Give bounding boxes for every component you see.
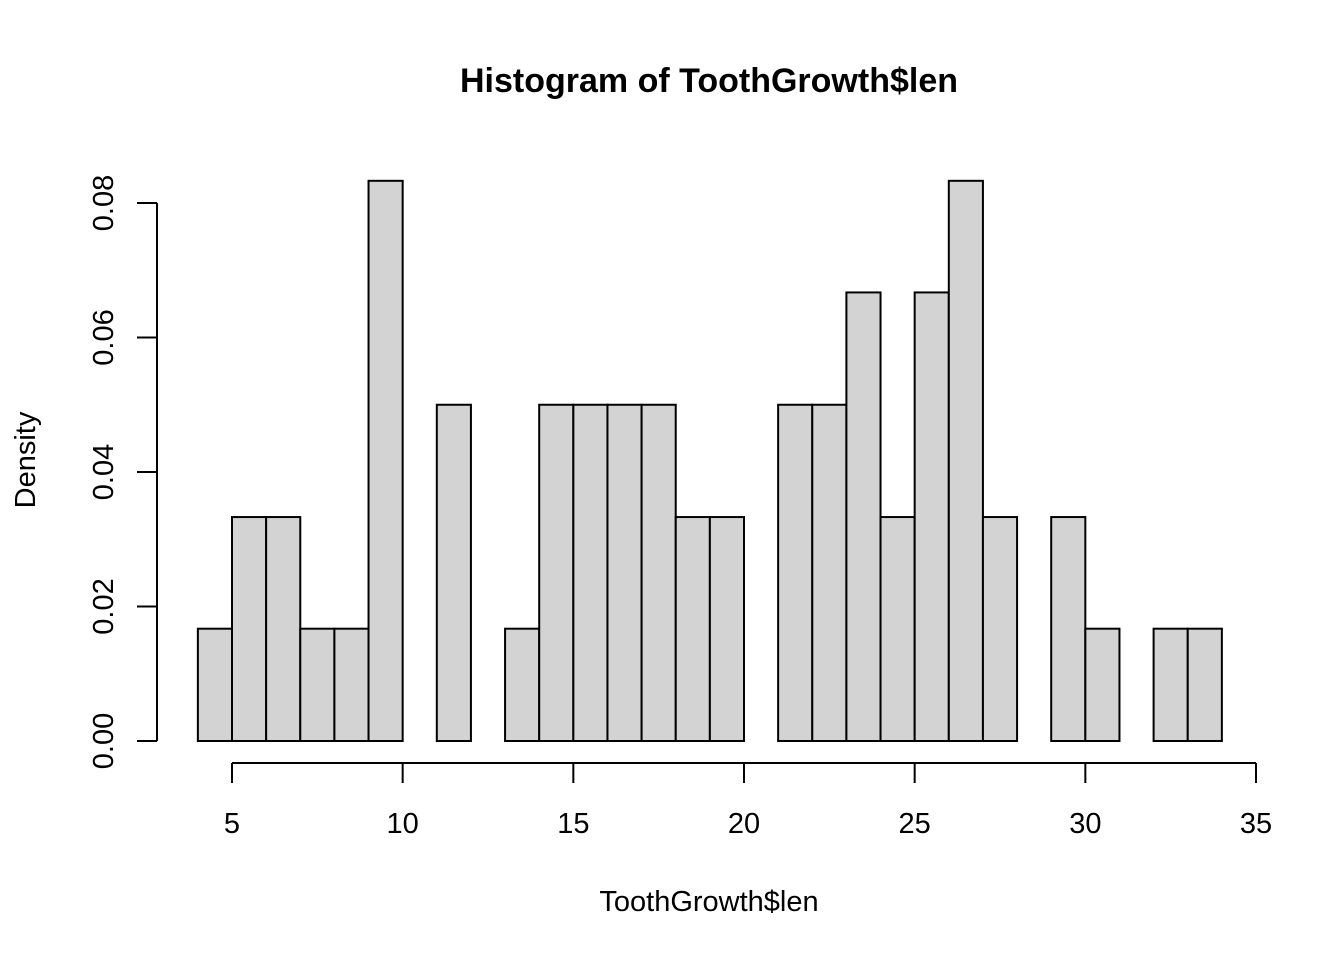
y-tick-label: 0.06 — [88, 309, 120, 365]
x-tick-label: 15 — [557, 808, 589, 840]
histogram-bar — [708, 516, 745, 742]
histogram-bar — [913, 291, 950, 742]
y-tick-label: 0.04 — [88, 444, 120, 500]
histogram-bar — [947, 179, 984, 742]
x-tick-label: 20 — [728, 808, 760, 840]
histogram-bar — [231, 516, 268, 742]
y-tick-label: 0.00 — [88, 713, 120, 769]
x-axis-label: ToothGrowth$len — [599, 886, 818, 918]
histogram-bar — [572, 403, 609, 742]
histogram-bar — [879, 516, 916, 742]
histogram-bar — [196, 627, 234, 743]
histogram-bar — [435, 403, 472, 742]
histogram-bar — [1152, 627, 1189, 743]
histogram-bar — [538, 403, 575, 742]
histogram-bar — [367, 179, 404, 742]
histogram-bar — [265, 516, 302, 742]
x-axis: 5 10 15 20 25 30 35 — [224, 762, 1272, 840]
histogram-bar — [674, 516, 711, 742]
histogram-bar — [1186, 627, 1223, 743]
y-tick-label: 0.02 — [88, 578, 120, 634]
x-tick-label: 25 — [899, 808, 931, 840]
histogram-bar — [299, 627, 336, 743]
histogram-bar — [504, 627, 541, 743]
histogram-bar — [606, 403, 643, 742]
chart-title: Histogram of ToothGrowth$len — [460, 62, 958, 100]
x-tick-label: 10 — [387, 808, 419, 840]
y-axis: 0.00 0.02 0.04 0.06 0.08 — [88, 175, 158, 769]
histogram-bar — [811, 403, 848, 742]
histogram-bar — [1084, 627, 1121, 743]
histogram-bar — [845, 291, 882, 742]
histogram-bar — [777, 403, 814, 742]
bars-group — [196, 179, 1223, 743]
histogram-bar — [981, 516, 1019, 742]
x-tick-label: 35 — [1240, 808, 1272, 840]
x-tick-label: 5 — [224, 808, 240, 840]
histogram-bar — [640, 403, 677, 742]
histogram-bar — [333, 627, 370, 743]
y-tick-label: 0.08 — [88, 175, 120, 231]
y-axis-label: Density — [10, 411, 42, 508]
x-tick-label: 30 — [1069, 808, 1101, 840]
histogram-bar — [1050, 516, 1087, 742]
